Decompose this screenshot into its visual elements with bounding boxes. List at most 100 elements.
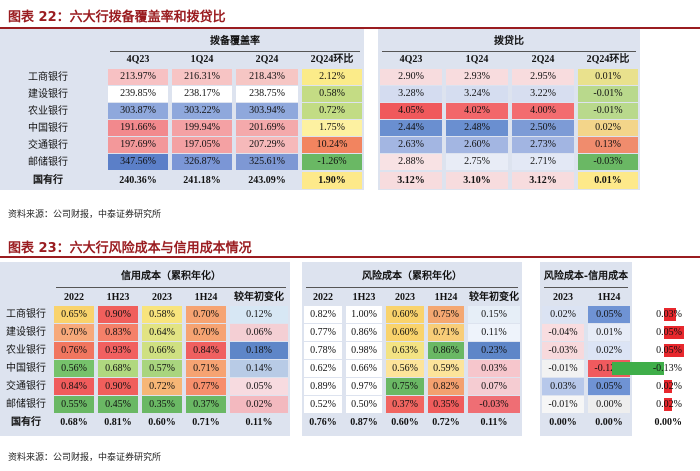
risk-group-header-underline xyxy=(306,287,518,288)
diff-col-header: 2023 xyxy=(553,291,573,303)
credit-cell: 0.37% xyxy=(186,396,226,413)
credit-cell: 0.93% xyxy=(98,342,138,359)
credit-cell: 0.55% xyxy=(54,396,94,413)
loan-ratio-cell: -0.03% xyxy=(578,154,638,170)
coverage-cell: 207.29% xyxy=(236,137,298,153)
diff-bar xyxy=(664,398,672,411)
diff-cell: 0.00% xyxy=(588,396,630,413)
risk-cell: 0.56% xyxy=(386,360,424,377)
diff-bar-value: 0.02% xyxy=(656,381,682,392)
diff-cell: 0.02% xyxy=(588,342,630,359)
credit-cell: 0.02% xyxy=(230,396,288,413)
coverage-total-cell: 241.18% xyxy=(183,174,221,186)
loan-ratio-total-cell: 3.10% xyxy=(446,172,508,189)
figure-23-source: 资料来源：公司财报，中泰证券研究所 xyxy=(8,453,162,463)
diff-bar-value: 0.02% xyxy=(656,399,682,410)
credit-cell: 0.12% xyxy=(230,306,288,323)
coverage-cell: 191.66% xyxy=(108,120,168,136)
coverage-total-cell: 243.09% xyxy=(248,174,286,186)
coverage-cell: 2.12% xyxy=(302,69,362,85)
diff-cell: -0.03% xyxy=(542,342,584,359)
credit-cell: 0.71% xyxy=(192,416,220,428)
risk-cell: 0.59% xyxy=(428,360,464,377)
risk-col-header: 1H23 xyxy=(352,291,376,303)
coverage-cell: 218.43% xyxy=(236,69,298,85)
credit-cell: 0.77% xyxy=(186,378,226,395)
loan-ratio-cell: 0.01% xyxy=(578,69,638,85)
loan-ratio-cell: 3.28% xyxy=(380,86,442,102)
figure-22-source: 资料来源：公司财报，中泰证券研究所 xyxy=(8,210,162,220)
risk-cell: 0.82% xyxy=(304,306,342,323)
credit-cell: 0.65% xyxy=(54,306,94,323)
risk-cell: 0.11% xyxy=(480,416,508,428)
credit-cell: 0.45% xyxy=(98,396,138,413)
coverage-total-cell: 240.36% xyxy=(119,174,157,186)
loan-ratio-cell: 0.13% xyxy=(578,137,638,153)
diff-cell: 0.01% xyxy=(588,324,630,341)
diff-cell: -0.04% xyxy=(542,324,584,341)
credit-col-header: 1H24 xyxy=(194,291,218,303)
bank-label: 建设银行 xyxy=(6,327,46,338)
credit-cell: 0.68% xyxy=(60,416,88,428)
risk-cell: 0.87% xyxy=(350,416,378,428)
figure-22-table: 拨备覆盖率 拨贷比 4Q23 4Q23 1Q24 1Q24 2Q24 2Q24 2Q24环比 2Q… xyxy=(0,29,700,199)
credit-cell: 0.58% xyxy=(142,306,182,323)
credit-cell: 0.11% xyxy=(245,416,273,428)
risk-cell: 0.97% xyxy=(346,378,382,395)
diff-group-header: 风险成本-信用成本 xyxy=(543,271,629,282)
diff-bar-value: 0.05% xyxy=(656,345,682,356)
credit-cell: 0.56% xyxy=(54,360,94,377)
bank-label: 中国银行 xyxy=(28,122,68,134)
risk-cell: 0.75% xyxy=(386,378,424,395)
coverage-cell: 325.61% xyxy=(236,154,298,170)
diff-col-header: 1H24 xyxy=(597,291,621,303)
bank-label: 中国银行 xyxy=(6,363,46,374)
risk-group-header: 风险成本（累积年化） xyxy=(362,271,462,282)
loan-ratio-group-header: 拨贷比 xyxy=(494,36,524,47)
loan-ratio-col-header: 4Q23 xyxy=(399,54,423,65)
bank-label: 邮储银行 xyxy=(6,399,46,410)
coverage-cell: 213.97% xyxy=(108,69,168,85)
credit-cell: 0.90% xyxy=(98,306,138,323)
loan-ratio-col-header: 2Q24环比 xyxy=(586,54,630,65)
risk-cell: 0.35% xyxy=(428,396,464,413)
coverage-cell: 326.87% xyxy=(172,154,232,170)
coverage-cell: 303.94% xyxy=(236,103,298,119)
bank-label: 建设银行 xyxy=(28,88,68,100)
risk-cell: 0.82% xyxy=(428,378,464,395)
risk-cell: 0.77% xyxy=(304,324,342,341)
diff-cell: 0.00% xyxy=(595,416,623,428)
diff-bar-value: 0.00% xyxy=(654,417,683,428)
diff-cell: 0.03% xyxy=(542,378,584,395)
coverage-cell: 238.17% xyxy=(172,86,232,102)
risk-cell: 0.66% xyxy=(346,360,382,377)
coverage-cell: 0.58% xyxy=(302,86,362,102)
credit-col-header: 1H23 xyxy=(106,291,130,303)
loan-ratio-cell: 4.00% xyxy=(512,103,574,119)
loan-ratio-col-header: 1Q24 xyxy=(465,54,489,65)
loan-ratio-cell: 4.02% xyxy=(446,103,508,119)
credit-cell: 0.60% xyxy=(148,416,176,428)
risk-cell: 0.89% xyxy=(304,378,342,395)
risk-cell: 0.75% xyxy=(428,306,464,323)
loan-ratio-cell: 2.88% xyxy=(380,154,442,170)
coverage-group-header-underline xyxy=(110,51,360,52)
loan-ratio-cell: 2.44% xyxy=(380,120,442,136)
risk-cell: 0.52% xyxy=(304,396,342,413)
coverage-cell: 197.05% xyxy=(172,137,232,153)
total-label: 国有行 xyxy=(33,174,63,186)
risk-cell: 0.11% xyxy=(468,324,520,341)
loan-ratio-cell: -0.01% xyxy=(578,86,638,102)
diff-cell: -0.01% xyxy=(542,360,584,377)
loan-ratio-cell: 3.22% xyxy=(512,86,574,102)
risk-cell: 0.15% xyxy=(468,306,520,323)
credit-cell: 0.68% xyxy=(98,360,138,377)
coverage-cell: 197.69% xyxy=(108,137,168,153)
coverage-cell: 238.75% xyxy=(236,86,298,102)
risk-cell: -0.03% xyxy=(468,396,520,413)
loan-ratio-cell: 2.63% xyxy=(380,137,442,153)
risk-cell: 0.86% xyxy=(428,342,464,359)
risk-cell: 0.50% xyxy=(346,396,382,413)
loan-ratio-group-header-underline xyxy=(382,51,636,52)
diff-cell: 0.05% xyxy=(588,378,630,395)
